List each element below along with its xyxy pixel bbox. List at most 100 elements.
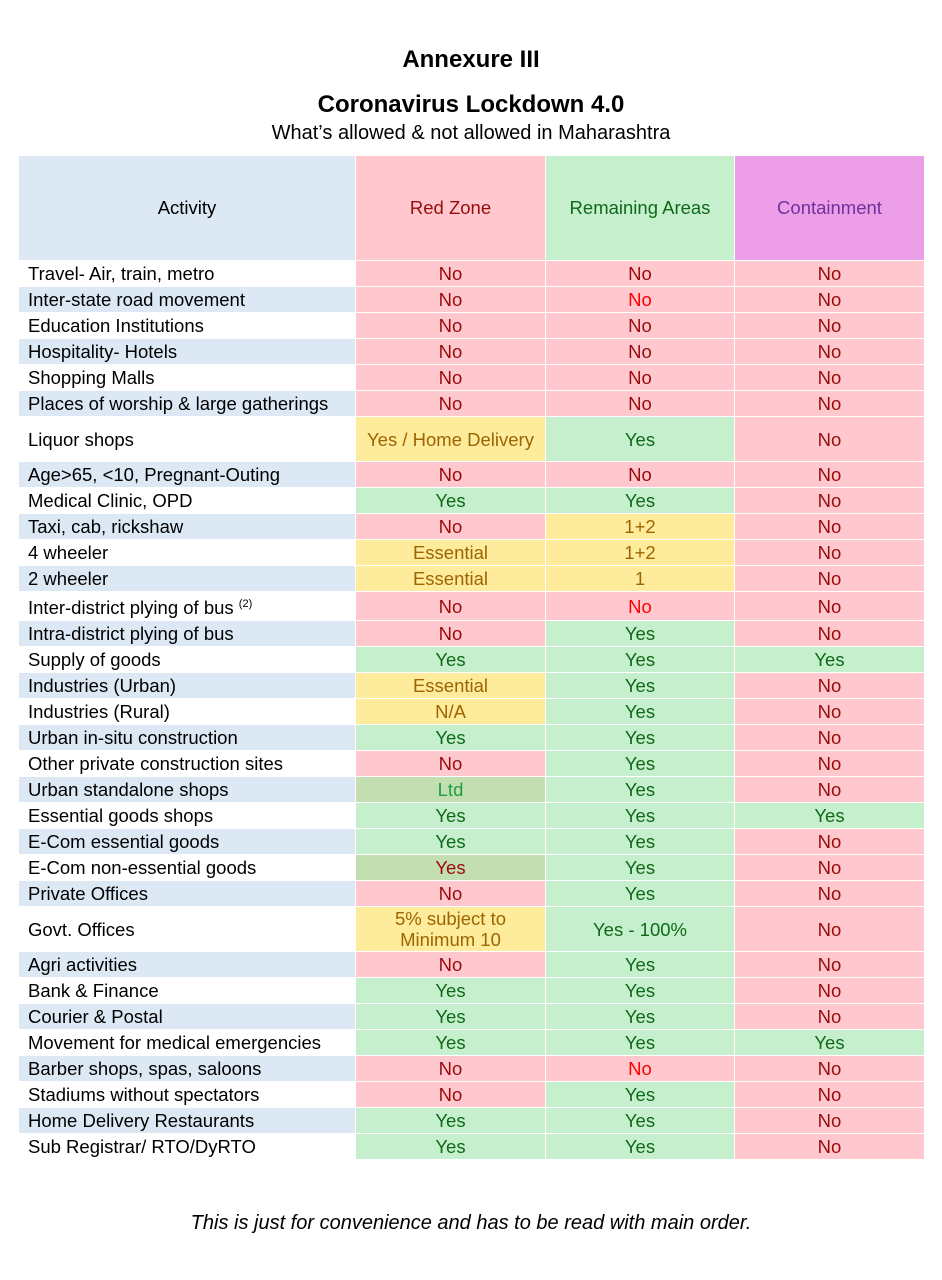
column-header-containment: Containment	[734, 155, 925, 261]
activity-cell: Sub Registrar/ RTO/DyRTO	[18, 1133, 356, 1161]
containment-cell: No	[734, 590, 925, 622]
column-header-remaining-areas: Remaining Areas	[545, 155, 735, 261]
containment-cell: No	[734, 390, 925, 417]
remaining-areas-cell: 1+2	[545, 539, 735, 566]
containment-cell: No	[734, 1133, 925, 1161]
containment-cell: No	[734, 1107, 925, 1135]
activity-cell: E-Com essential goods	[18, 828, 356, 856]
activity-cell: Shopping Malls	[18, 364, 356, 391]
red-zone-cell: Essential	[355, 565, 546, 592]
activity-label: Agri activities	[28, 954, 137, 976]
containment-cell: No	[734, 750, 925, 778]
red-zone-cell: No	[355, 750, 546, 778]
red-zone-cell: No	[355, 880, 546, 908]
page-title: Annexure III	[402, 46, 540, 73]
activity-label: Liquor shops	[28, 428, 134, 450]
activity-label: Home Delivery Restaurants	[28, 1110, 255, 1132]
containment-cell: Yes	[734, 802, 925, 830]
remaining-areas-cell: Yes	[545, 698, 735, 726]
remaining-areas-cell: Yes	[545, 620, 735, 648]
activity-label: E-Com essential goods	[28, 831, 220, 853]
activity-label: Age>65, <10, Pregnant-Outing	[28, 464, 280, 485]
activity-cell: Industries (Rural)	[18, 698, 356, 726]
activity-label: Courier & Postal	[28, 1006, 163, 1028]
remaining-areas-cell: Yes	[545, 828, 735, 856]
activity-label: 2 wheeler	[28, 568, 109, 589]
activity-label: Inter-district plying of bus	[28, 597, 234, 619]
remaining-areas-cell: Yes - 100%	[545, 906, 735, 953]
table-row: Shopping Malls No No No	[18, 364, 925, 391]
activity-cell: Essential goods shops	[18, 802, 356, 830]
activity-label: Medical Clinic, OPD	[28, 490, 193, 511]
containment-cell: No	[734, 620, 925, 648]
table-row: Movement for medical emergencies Yes Yes Ye…	[18, 1029, 925, 1057]
activity-cell: Supply of goods	[18, 646, 356, 674]
containment-cell: No	[734, 286, 925, 313]
activity-label: Hospitality- Hotels	[28, 341, 178, 362]
footer-note: This is just for convenience and has to …	[190, 1212, 752, 1234]
activity-cell: 4 wheeler	[18, 539, 356, 566]
containment-cell: No	[734, 513, 925, 540]
activity-cell: Courier & Postal	[18, 1003, 356, 1031]
remaining-areas-cell: Yes	[545, 977, 735, 1005]
red-zone-cell: Yes	[355, 854, 546, 882]
activity-label: Industries (Urban)	[28, 675, 177, 697]
remaining-areas-cell: Yes	[545, 1133, 735, 1161]
red-zone-cell: No	[355, 513, 546, 540]
red-zone-cell: Ltd	[355, 776, 546, 804]
red-zone-cell: No	[355, 260, 546, 287]
red-zone-cell: Yes	[355, 487, 546, 514]
table-row: Barber shops, spas, saloons No No No	[18, 1055, 925, 1083]
containment-cell: No	[734, 1055, 925, 1083]
red-zone-cell: No	[355, 590, 546, 622]
red-zone-cell: Yes	[355, 1029, 546, 1057]
red-zone-cell: Yes	[355, 1133, 546, 1161]
table-body: Travel- Air, train, metro No No No Inter-sta…	[18, 260, 925, 1161]
remaining-areas-cell: Yes	[545, 1029, 735, 1057]
containment-cell: No	[734, 776, 925, 804]
activity-label: Places of worship & large gatherings	[28, 393, 329, 414]
containment-cell: No	[734, 672, 925, 700]
activity-cell: Barber shops, spas, saloons	[18, 1055, 356, 1083]
lockdown-rules-table: Activity Red Zone Remaining Areas Contai…	[18, 155, 925, 1161]
activity-label: Bank & Finance	[28, 980, 159, 1002]
containment-cell: No	[734, 539, 925, 566]
table-row: Agri activities No Yes No	[18, 951, 925, 979]
containment-cell: No	[734, 724, 925, 752]
containment-cell: No	[734, 416, 925, 462]
activity-cell: Travel- Air, train, metro	[18, 260, 356, 287]
containment-cell: Yes	[734, 646, 925, 674]
remaining-areas-cell: Yes	[545, 416, 735, 462]
remaining-areas-cell: Yes	[545, 1003, 735, 1031]
remaining-areas-cell: No	[545, 312, 735, 339]
remaining-areas-cell: No	[545, 364, 735, 391]
remaining-areas-cell: No	[545, 260, 735, 287]
activity-cell: Bank & Finance	[18, 977, 356, 1005]
red-zone-cell: Essential	[355, 539, 546, 566]
column-header-red-zone: Red Zone	[355, 155, 546, 261]
remaining-areas-cell: Yes	[545, 487, 735, 514]
table-row: Hospitality- Hotels No No No	[18, 338, 925, 365]
activity-label: Intra-district plying of bus	[28, 623, 234, 645]
footnote-marker: (2)	[238, 598, 253, 610]
remaining-areas-cell: 1	[545, 565, 735, 592]
activity-label: Urban in-situ construction	[28, 727, 238, 749]
activity-cell: Stadiums without spectators	[18, 1081, 356, 1109]
table-row: Intra-district plying of bus No Yes No	[18, 620, 925, 648]
table-row: Urban in-situ construction Yes Yes No	[18, 724, 925, 752]
activity-label: Inter-state road movement	[28, 289, 245, 310]
containment-cell: No	[734, 461, 925, 488]
activity-cell: Places of worship & large gatherings	[18, 390, 356, 417]
activity-label: E-Com non-essential goods	[28, 857, 257, 879]
red-zone-cell: N/A	[355, 698, 546, 726]
red-zone-cell: Yes	[355, 802, 546, 830]
activity-label: Barber shops, spas, saloons	[28, 1058, 262, 1080]
activity-cell: Other private construction sites	[18, 750, 356, 778]
containment-cell: No	[734, 312, 925, 339]
red-zone-cell: No	[355, 1055, 546, 1083]
activity-label: Essential goods shops	[28, 805, 214, 827]
remaining-areas-cell: No	[545, 390, 735, 417]
table-row: Supply of goods Yes Yes Yes	[18, 646, 925, 674]
activity-cell: Hospitality- Hotels	[18, 338, 356, 365]
table-row: Travel- Air, train, metro No No No	[18, 260, 925, 287]
